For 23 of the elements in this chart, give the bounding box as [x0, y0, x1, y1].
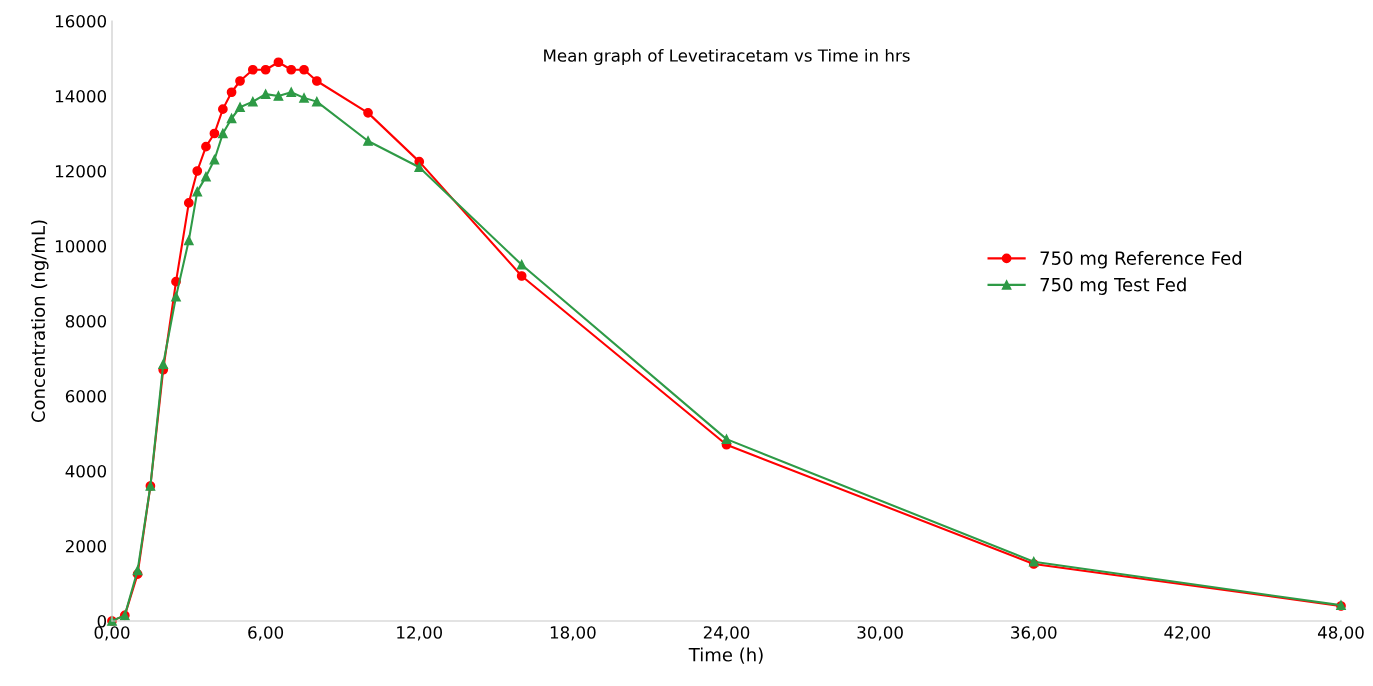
y-tick-label: 12000 [55, 164, 107, 178]
x-tick-label: 48,00 [1317, 626, 1364, 641]
x-tick-label: 42,00 [1164, 626, 1211, 641]
x-tick-label: 12,00 [397, 626, 442, 641]
x-tick-label: 36,00 [1011, 626, 1057, 641]
legend-label: 750 mg Reference Fed [1040, 251, 1242, 269]
y-tick-label: 8000 [65, 314, 107, 328]
y-tick-label: 16000 [55, 14, 107, 28]
y-tick-label: 14000 [55, 89, 107, 103]
y-tick-label: 0 [97, 614, 107, 628]
y-tick-label: 10000 [55, 239, 107, 253]
y-tick-label: 4000 [65, 464, 107, 478]
x-axis-title: Time (h) [688, 647, 763, 664]
y-tick-label: 2000 [65, 539, 107, 553]
legend-label: 750 mg Test Fed [1040, 277, 1186, 295]
x-tick-label: 6,00 [248, 626, 284, 641]
x-tick-label: 30,00 [857, 626, 903, 641]
y-axis-title: Concentration (ng/mL) [31, 220, 49, 423]
text: Mean graph of Levetiracetam vs Time in hrs [544, 48, 910, 66]
y-tick-label: 6000 [65, 389, 107, 403]
x-tick-label: 0,00 [94, 626, 130, 641]
x-tick-label: 18,00 [550, 626, 596, 641]
x-tick-label: 24,00 [703, 626, 750, 641]
